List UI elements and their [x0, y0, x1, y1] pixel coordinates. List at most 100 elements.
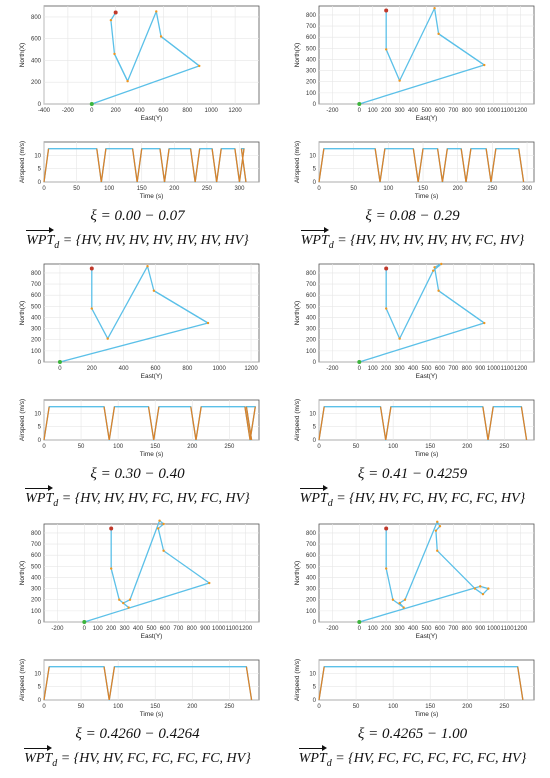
start-marker: [57, 360, 62, 364]
trajectory-ytick: 700: [31, 542, 42, 548]
wpt-symbol: WPT: [25, 485, 54, 507]
trajectory-xlabel: East(Y): [141, 115, 163, 122]
waypoint-marker: [438, 525, 442, 528]
trajectory-ytick: 300: [31, 587, 42, 593]
trajectory-ylabel: North(X): [19, 561, 26, 586]
trajectory-xtick: 100: [368, 108, 379, 114]
waypoint-marker: [398, 337, 401, 340]
waypoint-marker: [433, 7, 436, 10]
airspeed-ylabel: Airspeed (m/s): [19, 399, 26, 441]
trajectory-xtick: -400: [38, 108, 51, 114]
trajectory-xtick: 1000: [213, 366, 227, 372]
waypoint-marker: [113, 52, 116, 56]
airspeed-ramp: [43, 406, 50, 441]
start-marker: [89, 102, 94, 106]
end-marker: [113, 10, 118, 15]
trajectory-path: [84, 520, 210, 623]
trajectory-ytick: 500: [306, 304, 317, 310]
trajectory-ytick: 0: [38, 102, 42, 108]
waypoint-marker: [398, 79, 401, 82]
wpt-subscript: d: [328, 239, 334, 251]
waypoint-marker: [440, 262, 443, 266]
waypoint-marker: [128, 598, 132, 601]
trajectory-xtick: 100: [93, 626, 104, 632]
airspeed-ramp: [108, 666, 116, 701]
trajectory-ytick: 700: [31, 282, 42, 288]
airspeed-ramp: [43, 148, 50, 183]
trajectory-ytick: 800: [31, 271, 42, 277]
trajectory-ytick: 200: [31, 80, 42, 86]
trajectory-xtick: 1100: [501, 626, 515, 632]
trajectory-xtick: 0: [83, 626, 87, 632]
trajectory-xtick: 1100: [501, 366, 515, 372]
trajectory-ytick: 600: [306, 35, 317, 41]
wpt-subscript: d: [53, 497, 59, 509]
airspeed-xtick: 200: [169, 186, 180, 192]
airspeed-xtick: 0: [317, 186, 321, 192]
chart-svg-bottom-right: -200 0 100 200 300 400 500 600 700 800 900 1000 1100…: [294, 520, 535, 718]
airspeed-xlabel: Time (s): [415, 451, 439, 458]
trajectory-xtick: 800: [462, 626, 473, 632]
airspeed-ramp: [374, 148, 381, 183]
airspeed-xtick: 50: [350, 186, 357, 192]
trajectory-xtick: 100: [368, 366, 379, 372]
airspeed-xtick: 150: [418, 186, 429, 192]
trajectory-xtick: -200: [326, 626, 339, 632]
airspeed-ramp: [518, 148, 525, 183]
waypoint-marker: [434, 529, 438, 532]
airspeed-ramp: [417, 148, 424, 183]
trajectory-xtick: 300: [395, 108, 406, 114]
trajectory-xtick: 400: [408, 366, 419, 372]
airspeed-ramp: [482, 406, 489, 441]
trajectory-ylabel: North(X): [19, 43, 26, 68]
trajectory-ytick: 400: [31, 315, 42, 321]
trajectory-xtick: 500: [421, 108, 432, 114]
end-marker: [109, 526, 114, 531]
trajectory-segment: [113, 53, 129, 82]
trajectory-xtick: 600: [158, 108, 169, 114]
airspeed-ramp: [244, 406, 251, 441]
airspeed-ramp: [379, 148, 386, 183]
waypoint-marker: [436, 549, 439, 552]
trajectory-xtick: 1000: [487, 108, 501, 114]
trajectory-xtick: 500: [421, 626, 432, 632]
trajectory-ytick: 500: [306, 564, 317, 570]
trajectory-xtick: 1000: [487, 366, 501, 372]
airspeed-xtick: 200: [462, 444, 473, 450]
trajectory-ytick: 100: [306, 609, 317, 615]
airspeed-xtick: 250: [202, 186, 213, 192]
waypoint-marker: [483, 63, 486, 67]
end-marker: [384, 526, 389, 531]
airspeed-ylabel: Airspeed (m/s): [294, 399, 301, 441]
wpt-symbol: WPT: [299, 485, 328, 507]
airspeed-xtick: 150: [137, 186, 148, 192]
airspeed-frame: [318, 659, 535, 701]
wpt-values: {HV, HV, FC, FC, FC, FC, HV}: [73, 751, 251, 766]
trajectory-xlabel: East(Y): [141, 373, 163, 380]
airspeed-xtick: 250: [224, 704, 235, 710]
xi-range-label: ξ = 0.30 − 0.40: [90, 466, 185, 482]
trajectory-ytick: 400: [306, 575, 317, 581]
airspeed-xlabel: Time (s): [415, 711, 439, 718]
wpt-values: {HV, HV, HV, FC, HV, FC, HV}: [74, 491, 250, 506]
airspeed-ylabel: Airspeed (m/s): [19, 141, 26, 183]
airspeed-xtick: 100: [113, 444, 124, 450]
trajectory-xtick: 800: [187, 626, 198, 632]
trajectory-xtick: 700: [448, 366, 459, 372]
trajectory-xtick: 900: [475, 108, 486, 114]
trajectory-xtick: 800: [462, 366, 473, 372]
waypoint-marker: [162, 522, 165, 526]
trajectory-xtick: 0: [58, 366, 62, 372]
airspeed-ramp: [159, 148, 166, 183]
trajectory-xlabel: East(Y): [141, 633, 163, 640]
trajectory-ytick: 500: [306, 46, 317, 52]
waypoint-marker: [198, 64, 201, 68]
airspeed-ramp: [485, 148, 492, 183]
trajectory-xtick: -200: [51, 626, 64, 632]
airspeed-xtick: 50: [73, 186, 80, 192]
waypoint-marker: [152, 289, 156, 292]
airspeed-frame: [318, 399, 535, 441]
waypoint-marker: [479, 585, 482, 588]
trajectory-segment: [438, 290, 485, 324]
airspeed-xtick: 150: [150, 704, 161, 710]
